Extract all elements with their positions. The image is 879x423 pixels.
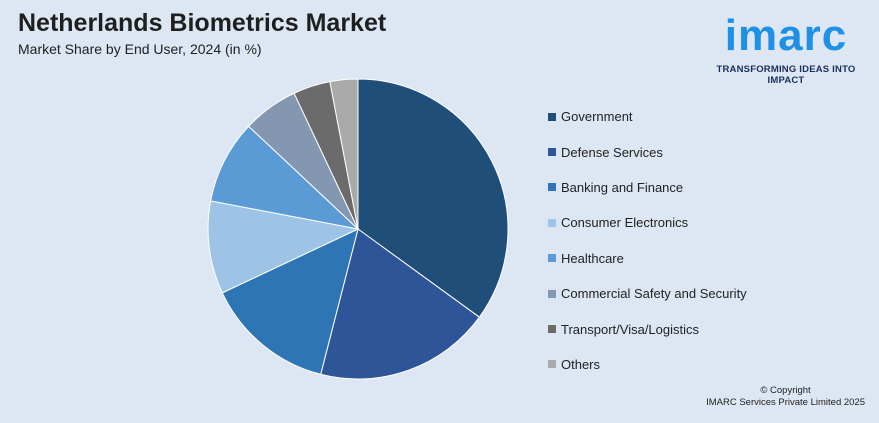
legend-label: Commercial Safety and Security [561, 286, 747, 302]
legend-item: Others [548, 347, 747, 382]
chart-title: Netherlands Biometrics Market [18, 9, 387, 37]
logo-tagline: TRANSFORMING IDEAS INTO IMPACT [716, 64, 856, 86]
legend-swatch [548, 289, 556, 298]
legend-label: Others [561, 356, 601, 372]
legend-label: Transport/Visa/Logistics [561, 321, 700, 337]
pie-slice-banking-and-finance [221, 228, 359, 375]
legend-swatch [548, 218, 556, 227]
legend-item: Healthcare [548, 241, 747, 276]
legend-label: Consumer Electronics [561, 215, 689, 231]
legend-item: Banking and Finance [548, 170, 747, 205]
imarc-logo: imarc TRANSFORMING IDEAS INTO IMPACT [700, 6, 872, 86]
legend-swatch [548, 360, 556, 369]
pie-slice-government [357, 78, 509, 318]
legend-swatch [548, 148, 556, 157]
legend-item: Government [548, 99, 747, 134]
copyright-line: © Copyright [760, 385, 811, 396]
legend-label: Healthcare [561, 250, 624, 266]
pie-slice-others [329, 78, 359, 230]
legend-item: Commercial Safety and Security [548, 276, 747, 311]
copyright-footer: © Copyright IMARC Services Private Limit… [706, 385, 865, 409]
legend-swatch [548, 183, 556, 192]
chart-legend: Government Defense Services Banking and … [548, 99, 747, 382]
legend-swatch [548, 112, 556, 121]
pie-slice-consumer-electronics [207, 200, 360, 294]
pie-slice-defense-services [320, 228, 481, 380]
legend-item: Consumer Electronics [548, 205, 747, 240]
legend-swatch [548, 325, 556, 334]
legend-label: Government [561, 109, 633, 125]
legend-label: Banking and Finance [561, 179, 684, 195]
legend-label: Defense Services [561, 144, 663, 160]
pie-slice-healthcare [210, 125, 360, 230]
legend-item: Transport/Visa/Logistics [548, 311, 747, 346]
company-line: IMARC Services Private Limited 2025 [706, 397, 865, 408]
legend-swatch [548, 254, 556, 263]
logo-brand: imarc [724, 11, 848, 60]
legend-item: Defense Services [548, 134, 747, 169]
chart-subtitle: Market Share by End User, 2024 (in %) [18, 41, 262, 57]
